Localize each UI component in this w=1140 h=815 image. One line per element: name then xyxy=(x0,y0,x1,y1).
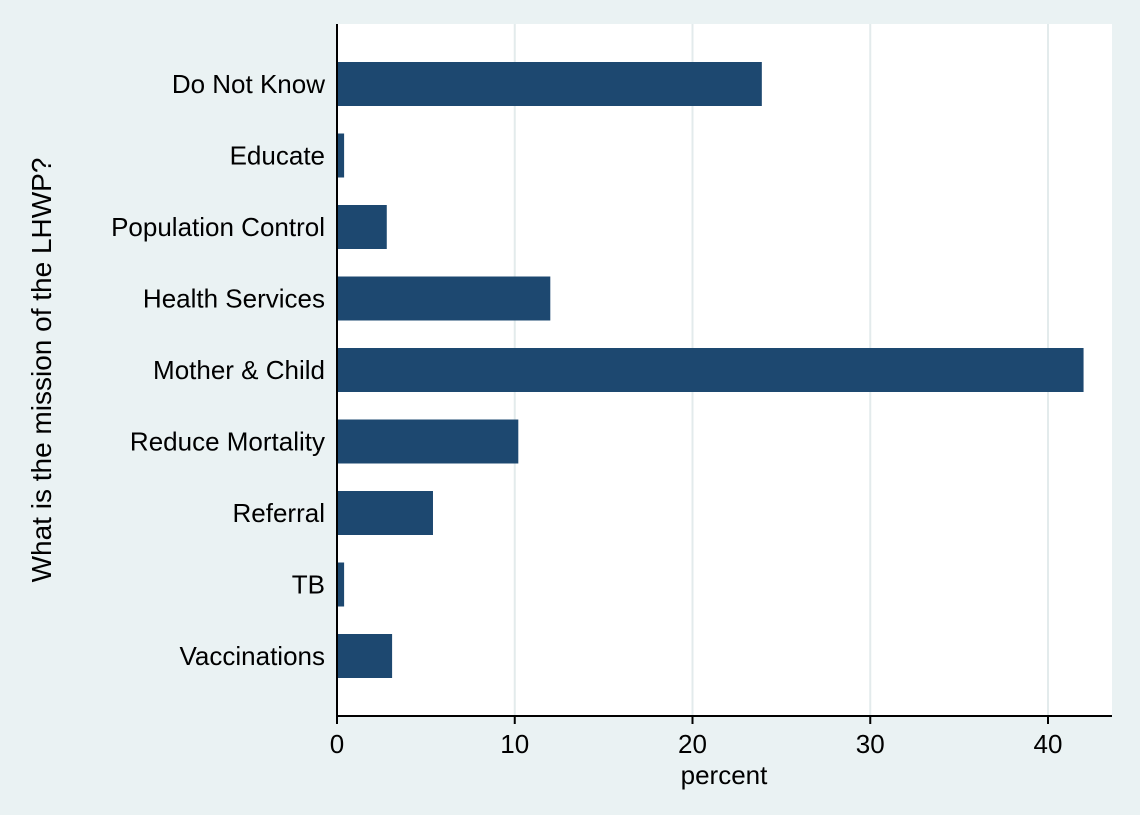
category-label: Reduce Mortality xyxy=(130,427,325,457)
category-label: Vaccinations xyxy=(180,641,326,671)
category-label: Population Control xyxy=(111,212,325,242)
x-axis-label: percent xyxy=(681,760,768,790)
bar xyxy=(337,562,345,607)
bar xyxy=(337,62,762,106)
bar xyxy=(337,419,519,464)
category-label: Mother & Child xyxy=(153,355,325,385)
y-axis-label: What is the mission of the LHWP? xyxy=(26,158,57,583)
bar xyxy=(337,276,551,321)
bar xyxy=(337,634,393,678)
category-label: Do Not Know xyxy=(172,69,325,99)
bar xyxy=(337,205,387,249)
x-tick-label: 10 xyxy=(500,729,529,759)
category-labels: Do Not Know Educate Population Control Heal… xyxy=(111,69,325,671)
x-tick-label: 0 xyxy=(330,729,344,759)
bar xyxy=(337,133,345,178)
x-tick-label: 20 xyxy=(678,729,707,759)
bar xyxy=(337,348,1084,392)
category-label: Referral xyxy=(233,498,325,528)
category-label: Health Services xyxy=(143,284,325,314)
category-label: TB xyxy=(292,570,325,600)
x-tick-label: 30 xyxy=(856,729,885,759)
x-tick-label: 40 xyxy=(1034,729,1063,759)
category-label: Educate xyxy=(230,141,325,171)
bars xyxy=(337,62,1084,678)
bar xyxy=(337,491,433,535)
x-ticks: 0 10 20 30 40 xyxy=(330,716,1063,759)
